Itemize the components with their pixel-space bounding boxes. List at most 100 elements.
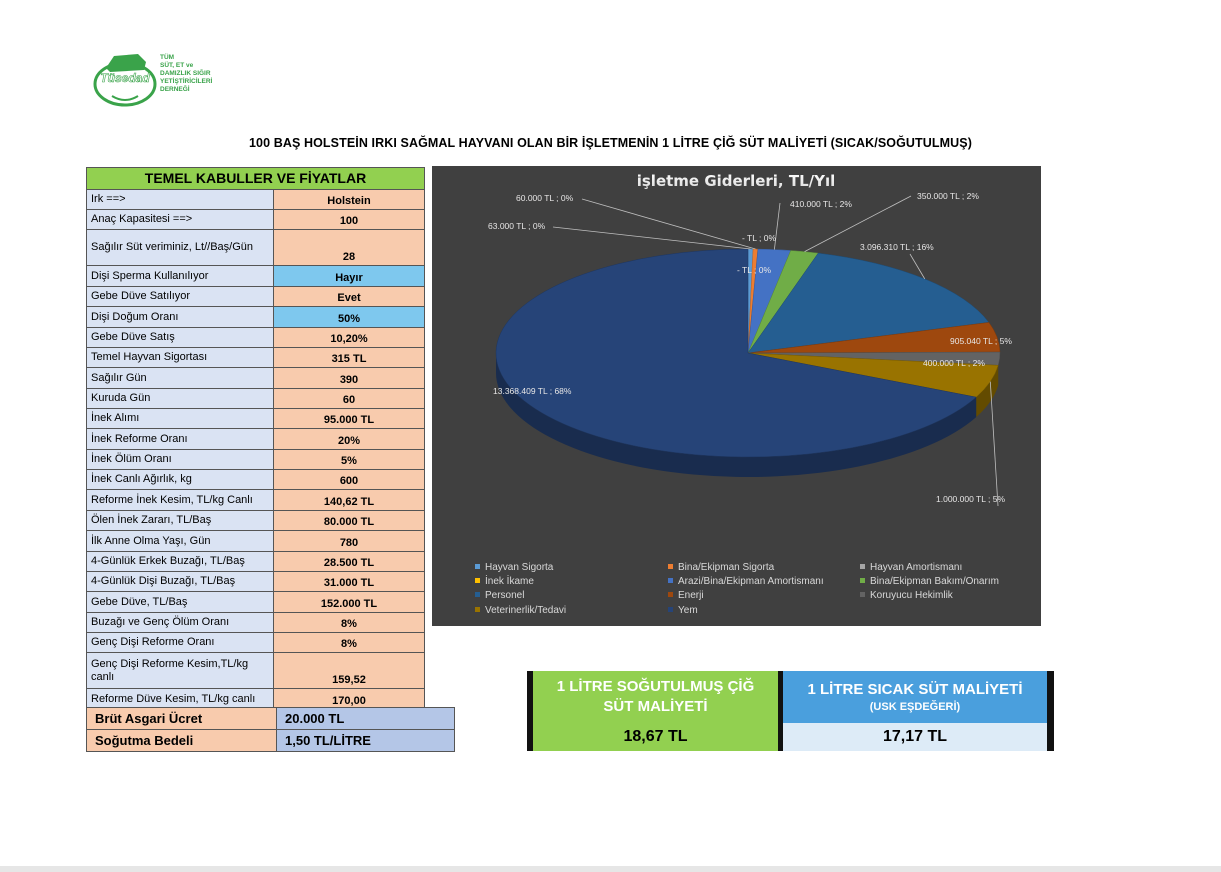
assumption-value: 8% — [274, 633, 424, 652]
assumption-row: Sağılır Gün 390 — [87, 368, 424, 389]
legend-entry: Bina/Ekipman Bakım/Onarım — [860, 576, 999, 587]
page-title: 100 BAŞ HOLSTEİN IRKI SAĞMAL HAYVANI OLA… — [248, 136, 972, 150]
assumption-label: Gebe Düve Satılıyor — [87, 287, 274, 306]
assumption-value: Evet — [274, 287, 424, 306]
assumption-row: Dişi Doğum Oranı 50% — [87, 307, 424, 328]
legend-entry: Hayvan Sigorta — [475, 562, 554, 573]
data-label: 350.000 TL ; 2% — [917, 191, 979, 201]
assumption-row: Sağılır Süt veriminiz, Lt//Baş/Gün 28 — [87, 230, 424, 266]
logo-line: DERNEĞİ — [160, 86, 190, 93]
data-label: 60.000 TL ; 0% — [516, 193, 574, 203]
assumption-value: 600 — [274, 470, 424, 489]
legend-swatch — [860, 564, 865, 569]
data-label: - TL ; 0% — [737, 265, 771, 275]
cooling-fee-label: Soğutma Bedeli — [87, 730, 277, 751]
tusedad-logo: Tüsedad TÜM SÜT, ET ve DAMIZLIK SIĞIR YE… — [92, 46, 232, 108]
assumption-label: İnek Ölüm Oranı — [87, 450, 274, 469]
legend-swatch — [860, 578, 865, 583]
assumption-row: İnek Canlı Ağırlık, kg 600 — [87, 470, 424, 490]
assumption-value: 95.000 TL — [274, 409, 424, 428]
logo-line: SÜT, ET ve — [160, 62, 194, 69]
assumption-label: Genç Dişi Reforme Kesim,TL/kg canlı — [87, 653, 274, 688]
legend-label: Yem — [678, 605, 698, 616]
assumption-value: 50% — [274, 307, 424, 327]
assumption-value: 28 — [274, 230, 424, 265]
assumption-value: 159,52 — [274, 653, 424, 688]
assumption-value: 10,20% — [274, 328, 424, 347]
warm-cost-subtitle: (USK EŞDEĞERİ) — [869, 701, 961, 713]
assumption-row: Buzağı ve Genç Ölüm Oranı 8% — [87, 613, 424, 633]
assumption-label: Sağılır Gün — [87, 368, 274, 388]
cooled-cost-title-2: SÜT MALİYETİ — [603, 698, 708, 715]
logo-caption: TÜM SÜT, ET ve DAMIZLIK SIĞIR YETİŞTİRİC… — [160, 54, 212, 94]
assumption-value: 5% — [274, 450, 424, 469]
assumption-value: 100 — [274, 210, 424, 229]
data-label: 400.000 TL ; 2% — [923, 358, 985, 368]
page-bottom-band — [0, 866, 1221, 872]
legend-entry: Hayvan Amortismanı — [860, 562, 962, 573]
logo-line: TÜM — [160, 54, 175, 61]
assumption-row: Kuruda Gün 60 — [87, 389, 424, 409]
pie-slice-side — [496, 353, 977, 478]
legend-label: Enerji — [678, 590, 704, 601]
legend-entry: Arazi/Bina/Ekipman Amortismanı — [668, 576, 824, 587]
assumptions-rows: Irk ==> Holstein Anaç Kapasitesi ==> 100 Sağ… — [87, 190, 424, 709]
assumption-label: Gebe Düve Satış — [87, 328, 274, 347]
logo-wordmark: Tüsedad — [100, 71, 150, 85]
wage-label: Brüt Asgari Ücret — [87, 708, 277, 729]
legend-swatch — [475, 564, 480, 569]
legend-entry: Yem — [668, 605, 698, 616]
assumption-value: 80.000 TL — [274, 511, 424, 530]
assumption-value: 28.500 TL — [274, 552, 424, 571]
assumption-value: 20% — [274, 429, 424, 449]
legend-swatch — [668, 578, 673, 583]
pie-slice-side — [998, 353, 1000, 386]
wage-table: Brüt Asgari Ücret 20.000 TL Soğutma Bede… — [86, 707, 455, 752]
legend-label: Bina/Ekipman Sigorta — [678, 562, 775, 573]
legend-swatch — [668, 607, 673, 612]
assumption-row: Gebe Düve Satılıyor Evet — [87, 287, 424, 307]
data-label: 1.000.000 TL ; 5% — [936, 494, 1005, 504]
legend-label: Hayvan Amortismanı — [870, 562, 962, 573]
assumption-row: İnek Reforme Oranı 20% — [87, 429, 424, 450]
legend-label: Hayvan Sigorta — [485, 562, 554, 573]
assumption-value: 140,62 TL — [274, 490, 424, 510]
legend-swatch — [668, 564, 673, 569]
data-label: 3.096.310 TL ; 16% — [860, 242, 934, 252]
assumption-value: Holstein — [274, 190, 424, 209]
assumption-label: Kuruda Gün — [87, 389, 274, 408]
card-divider — [778, 671, 783, 751]
assumption-value: 31.000 TL — [274, 572, 424, 591]
assumptions-header: TEMEL KABULLER VE FİYATLAR — [87, 168, 424, 190]
assumption-row: Genç Dişi Reforme Kesim,TL/kg canlı 159,5… — [87, 653, 424, 689]
logo-line: DAMIZLIK SIĞIR — [160, 70, 211, 77]
assumption-value: 315 TL — [274, 348, 424, 367]
assumption-label: İnek Reforme Oranı — [87, 429, 274, 449]
assumption-label: 4-Günlük Dişi Buzağı, TL/Baş — [87, 572, 274, 591]
assumption-value: 152.000 TL — [274, 592, 424, 612]
logo-emblem-icon: Tüsedad — [93, 54, 157, 107]
assumption-value: 60 — [274, 389, 424, 408]
data-label-leader-line — [581, 198, 756, 250]
data-label-leader-line — [552, 226, 751, 250]
assumption-label: Dişi Sperma Kullanılıyor — [87, 266, 274, 286]
assumption-row: 4-Günlük Erkek Buzağı, TL/Baş 28.500 TL — [87, 552, 424, 572]
legend-label: Koruyucu Hekimlik — [870, 590, 954, 601]
data-label: 13.368.409 TL ; 68% — [493, 386, 572, 396]
legend-label: Veterinerlik/Tedavi — [485, 605, 566, 616]
assumption-row: Irk ==> Holstein — [87, 190, 424, 210]
assumption-row: İnek Alımı 95.000 TL — [87, 409, 424, 429]
assumption-label: Irk ==> — [87, 190, 274, 209]
data-label-leader-line — [773, 202, 781, 250]
pie-slice-yem — [495, 248, 977, 458]
assumption-value: 390 — [274, 368, 424, 388]
card-divider — [1047, 671, 1054, 751]
data-label-leader-line — [804, 195, 912, 253]
assumption-label: Anaç Kapasitesi ==> — [87, 210, 274, 229]
cooled-cost-title: 1 LİTRE SOĞUTULMUŞ ÇİĞ — [556, 678, 755, 695]
legend-swatch — [860, 592, 865, 597]
assumption-label: Reforme İnek Kesim, TL/kg Canlı — [87, 490, 274, 510]
assumption-row: İlk Anne Olma Yaşı, Gün 780 — [87, 531, 424, 552]
assumption-label: Ölen İnek Zararı, TL/Baş — [87, 511, 274, 530]
assumption-label: İnek Canlı Ağırlık, kg — [87, 470, 274, 489]
